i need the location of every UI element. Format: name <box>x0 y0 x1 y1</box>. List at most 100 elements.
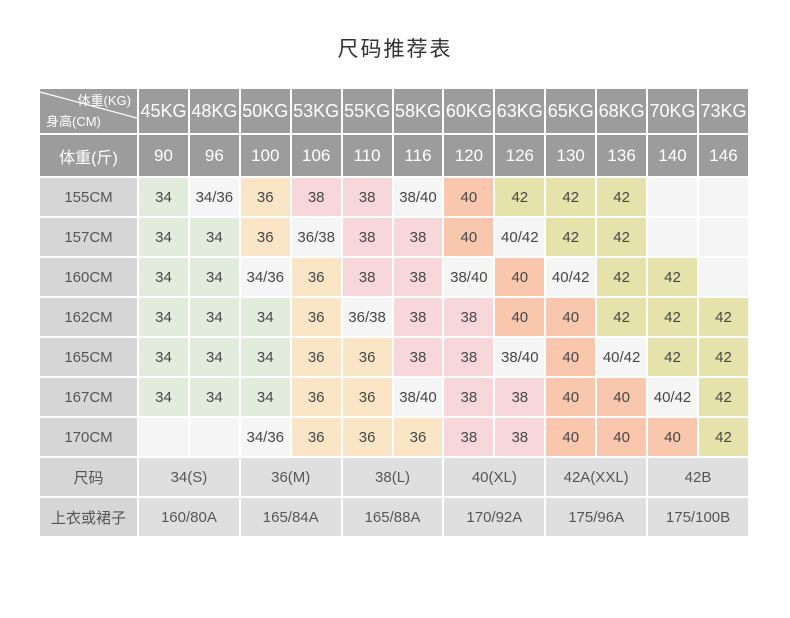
weight-jin-value-cell: 110 <box>342 135 392 176</box>
garment-spec-cell: 165/84A <box>240 498 341 536</box>
size-summary-cell: 42B <box>648 458 748 496</box>
size-cell: 40 <box>597 418 647 456</box>
size-cell: 34 <box>139 338 188 376</box>
size-summary-cell: 34(S) <box>139 458 239 496</box>
size-cell: 38/40 <box>495 338 545 376</box>
size-cell: 36 <box>342 418 392 456</box>
height-label: 170CM <box>40 418 137 456</box>
size-cell: 38 <box>495 378 545 416</box>
corner-height-label: 身高(CM) <box>46 114 101 129</box>
diagonal-divider-line <box>40 91 137 119</box>
size-cell: 38 <box>393 258 443 296</box>
size-cell <box>189 418 239 456</box>
size-summary-cell: 38(L) <box>342 458 443 496</box>
size-summary-cell: 42A(XXL) <box>546 458 647 496</box>
size-cell: 40/42 <box>495 218 545 256</box>
size-summary-cell: 36(M) <box>240 458 341 496</box>
height-label: 165CM <box>40 338 137 376</box>
size-cell: 36 <box>240 178 290 216</box>
size-cell: 38 <box>444 378 494 416</box>
size-cell: 34 <box>139 178 188 216</box>
size-cell: 36 <box>342 378 392 416</box>
size-cell: 42 <box>698 418 748 456</box>
weight-jin-value-cell: 146 <box>698 135 748 176</box>
size-cell: 34 <box>189 338 239 376</box>
size-cell: 36 <box>291 378 341 416</box>
corner-cell: 体重(KG) 身高(CM) <box>40 89 137 133</box>
weight-kg-header-cell: 70KG <box>648 89 697 133</box>
height-row: 170CM 34/36 36 36 36 38 38 40 40 40 42 <box>40 418 748 456</box>
height-row: 167CM 34 34 34 36 36 38/40 38 38 40 40 40/42 42 <box>40 378 748 416</box>
size-cell: 34 <box>240 378 290 416</box>
size-row-label: 尺码 <box>40 458 137 496</box>
size-cell: 38 <box>393 218 443 256</box>
garment-spec-row: 上衣或裙子 160/80A 165/84A 165/88A 170/92A 175/96… <box>40 498 748 536</box>
size-cell: 34 <box>240 338 290 376</box>
size-cell: 36 <box>240 218 290 256</box>
size-cell: 40 <box>495 298 545 336</box>
weight-kg-header-cell: 60KG <box>444 89 494 133</box>
size-cell: 38/40 <box>444 258 494 296</box>
size-cell: 34/36 <box>240 258 290 296</box>
weight-kg-row: 体重(KG) 身高(CM) 45KG 48KG 50KG 53KG 55KG 58KG 60… <box>40 89 748 133</box>
size-cell <box>139 418 188 456</box>
height-row: 165CM 34 34 34 36 36 38 38 38/40 40 40/42 42 42 <box>40 338 748 376</box>
weight-kg-header-cell: 55KG <box>342 89 392 133</box>
height-label: 162CM <box>40 298 137 336</box>
weight-kg-header-cell: 45KG <box>139 89 188 133</box>
size-cell <box>648 178 697 216</box>
size-cell: 38 <box>342 258 392 296</box>
size-cell: 42 <box>546 218 596 256</box>
size-cell: 40 <box>648 418 697 456</box>
size-cell <box>698 258 748 296</box>
size-cell: 36 <box>291 418 341 456</box>
height-row: 157CM 34 34 36 36/38 38 38 40 40/42 42 42 <box>40 218 748 256</box>
size-cell: 40 <box>546 378 596 416</box>
weight-kg-header-cell: 58KG <box>393 89 443 133</box>
weight-jin-label: 体重(斤) <box>40 135 137 176</box>
height-label: 155CM <box>40 178 137 216</box>
size-cell: 40 <box>495 258 545 296</box>
weight-jin-value-cell: 120 <box>444 135 494 176</box>
size-cell: 42 <box>597 258 647 296</box>
size-cell: 34/36 <box>240 418 290 456</box>
size-cell: 38 <box>393 298 443 336</box>
size-cell: 42 <box>597 178 647 216</box>
size-cell: 38 <box>393 338 443 376</box>
garment-spec-cell: 175/100B <box>648 498 748 536</box>
garment-spec-cell: 175/96A <box>546 498 647 536</box>
size-cell: 34/36 <box>189 178 239 216</box>
size-cell: 42 <box>597 218 647 256</box>
weight-jin-value-cell: 116 <box>393 135 443 176</box>
corner-weight-label: 体重(KG) <box>77 93 131 108</box>
height-row: 162CM 34 34 34 36 36/38 38 38 40 40 42 42 42 <box>40 298 748 336</box>
weight-jin-value-cell: 126 <box>495 135 545 176</box>
size-cell: 40/42 <box>648 378 697 416</box>
size-cell: 38/40 <box>393 378 443 416</box>
size-cell: 36 <box>291 258 341 296</box>
weight-jin-value-cell: 96 <box>189 135 239 176</box>
size-cell: 34 <box>189 378 239 416</box>
size-cell: 40 <box>444 178 494 216</box>
weight-kg-header-cell: 63KG <box>495 89 545 133</box>
size-cell: 34 <box>240 298 290 336</box>
size-cell: 38 <box>342 178 392 216</box>
weight-jin-value-cell: 106 <box>291 135 341 176</box>
size-cell: 40 <box>546 418 596 456</box>
height-label: 157CM <box>40 218 137 256</box>
size-cell: 38 <box>495 418 545 456</box>
garment-spec-cell: 170/92A <box>444 498 545 536</box>
height-label: 160CM <box>40 258 137 296</box>
height-row: 160CM 34 34 34/36 36 38 38 38/40 40 40/42 42 42 <box>40 258 748 296</box>
size-cell: 42 <box>648 298 697 336</box>
size-cell: 38 <box>291 178 341 216</box>
weight-jin-value-cell: 90 <box>139 135 188 176</box>
weight-kg-header-cell: 65KG <box>546 89 596 133</box>
height-label: 167CM <box>40 378 137 416</box>
size-cell: 42 <box>698 298 748 336</box>
size-cell: 34 <box>189 218 239 256</box>
weight-kg-header-cell: 50KG <box>240 89 290 133</box>
size-cell: 38 <box>444 418 494 456</box>
size-cell: 38 <box>444 298 494 336</box>
garment-row-label: 上衣或裙子 <box>40 498 137 536</box>
